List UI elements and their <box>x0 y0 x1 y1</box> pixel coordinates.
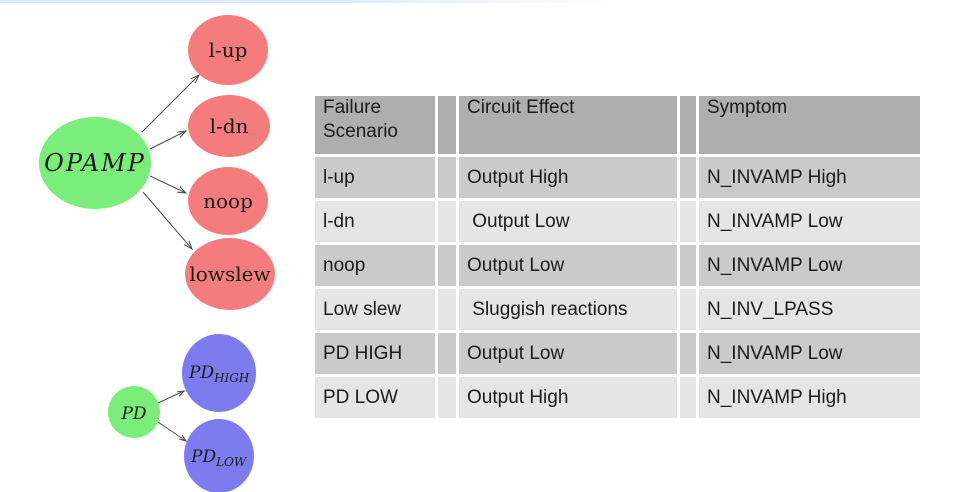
failure-scenario-table: Failure Scenario Circuit Effect Symptom … <box>312 93 923 421</box>
spacer-cell <box>438 289 456 330</box>
cell-effect: Output High <box>459 157 677 198</box>
node-lowslew: lowslew <box>185 238 275 310</box>
spacer-cell <box>438 333 456 374</box>
arrow-pd-pdhigh <box>157 390 185 404</box>
spacer-cell <box>438 201 456 242</box>
spacer-cell <box>680 333 696 374</box>
cell-scenario: Low slew <box>315 289 435 330</box>
node-noop: noop <box>188 167 268 235</box>
cell-effect: Output High <box>459 377 677 418</box>
header-circuit-effect: Circuit Effect <box>459 96 677 154</box>
cell-symptom: N_INVAMP Low <box>699 333 920 374</box>
spacer-cell <box>438 377 456 418</box>
spacer-cell <box>680 96 696 154</box>
cell-symptom: N_INV_LPASS <box>699 289 920 330</box>
node-pd-high: PDHIGH <box>182 334 256 412</box>
arrowhead-icon <box>177 390 186 397</box>
cell-symptom: N_INVAMP High <box>699 157 920 198</box>
node-pd-low-label: PDLOW <box>190 447 248 469</box>
arrowhead-icon <box>177 130 188 138</box>
cell-symptom: N_INVAMP Low <box>699 245 920 286</box>
spacer-cell <box>680 289 696 330</box>
arrowhead-icon <box>183 240 193 251</box>
header-symptom: Symptom <box>699 96 920 154</box>
arrowhead-icon <box>176 186 188 194</box>
node-lup: l-up <box>188 15 268 85</box>
table-header-row: Failure Scenario Circuit Effect Symptom <box>315 96 920 154</box>
node-noop-label: noop <box>203 189 253 213</box>
cell-scenario: PD HIGH <box>315 333 435 374</box>
cell-symptom: N_INVAMP High <box>699 377 920 418</box>
table-row: Low slew Sluggish reactions N_INV_LPASS <box>315 289 920 330</box>
diagram-arrows <box>141 73 201 442</box>
spacer-cell <box>680 245 696 286</box>
arrow-opamp-lup <box>141 74 200 133</box>
fault-tree-diagram: OPAMP l-up l-dn noop lowslew PD PDHIGH <box>39 15 275 492</box>
arrowhead-icon <box>179 434 188 442</box>
header-failure-scenario: Failure Scenario <box>315 96 435 154</box>
table-row: noop Output Low N_INVAMP Low <box>315 245 920 286</box>
cell-effect: Sluggish reactions <box>459 289 677 330</box>
cell-effect: Output Low <box>459 333 677 374</box>
cell-effect: Output Low <box>459 245 677 286</box>
spacer-cell <box>680 201 696 242</box>
cell-effect: Output Low <box>459 201 677 242</box>
table-row: l-up Output High N_INVAMP High <box>315 157 920 198</box>
node-lowslew-label: lowslew <box>189 262 270 286</box>
node-ldn-label: l-dn <box>210 114 249 138</box>
arrowhead-icon <box>190 73 201 84</box>
arrow-opamp-ldn <box>149 130 187 150</box>
node-opamp: OPAMP <box>39 117 151 209</box>
top-gradient-bar <box>0 0 618 3</box>
node-pd-label: PD <box>120 404 146 424</box>
cell-symptom: N_INVAMP Low <box>699 201 920 242</box>
spacer-cell <box>438 157 456 198</box>
cell-scenario: l-up <box>315 157 435 198</box>
cell-scenario: l-dn <box>315 201 435 242</box>
cell-scenario: PD LOW <box>315 377 435 418</box>
arrow-opamp-noop <box>149 175 187 194</box>
spacer-cell <box>680 157 696 198</box>
arrow-pd-pdlow <box>157 421 187 442</box>
node-lup-label: l-up <box>209 38 248 62</box>
spacer-cell <box>438 245 456 286</box>
node-opamp-label: OPAMP <box>44 149 146 177</box>
spacer-cell <box>680 377 696 418</box>
table-row: PD HIGH Output Low N_INVAMP Low <box>315 333 920 374</box>
node-pd-low: PDLOW <box>184 419 254 492</box>
node-ldn: l-dn <box>188 95 270 157</box>
spacer-cell <box>438 96 456 154</box>
arrow-opamp-lowslew <box>142 191 193 250</box>
node-pd-high-label: PDHIGH <box>188 363 250 385</box>
table-row: PD LOW Output High N_INVAMP High <box>315 377 920 418</box>
table-row: l-dn Output Low N_INVAMP Low <box>315 201 920 242</box>
cell-scenario: noop <box>315 245 435 286</box>
node-pd: PD <box>108 386 160 438</box>
